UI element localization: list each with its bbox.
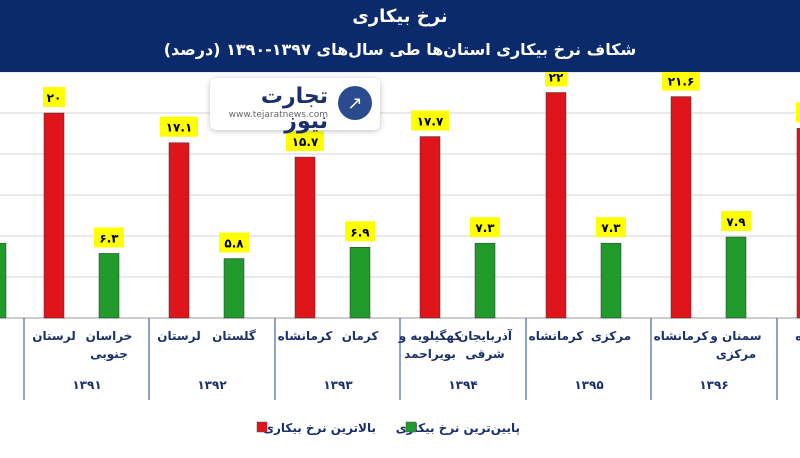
- category-label: مرکزی: [716, 347, 756, 361]
- bar-highest: [545, 92, 567, 319]
- category-label: سمنان و: [709, 329, 761, 344]
- bar-highest: [796, 128, 800, 319]
- data-label: ۱۵.۷: [292, 135, 319, 149]
- bar-lowest: [600, 242, 622, 319]
- data-label: ۷.۳: [601, 221, 621, 235]
- year-label: ۱۳۹۳: [323, 378, 353, 392]
- category-label: شاه: [795, 329, 800, 343]
- chart-subtitle: شکاف نرخ بیکاری استان‌ها طی سال‌های ۱۳۹۷…: [163, 40, 637, 59]
- data-label: ۱۷.۷: [417, 115, 444, 129]
- category-label: کرمان: [342, 329, 379, 343]
- data-label: ۵.۸: [224, 237, 244, 251]
- category-label: کرمانشاه: [278, 329, 333, 343]
- bar-highest: [43, 112, 65, 319]
- data-label-bg: [160, 116, 198, 137]
- bar-lowest: [98, 253, 120, 319]
- legend-label: پایین‌ترین نرخ بیکاری: [396, 421, 520, 435]
- bar-highest: [670, 96, 692, 319]
- year-label: ۱۳۹۶: [699, 378, 728, 392]
- category-label: گلستان: [212, 329, 256, 343]
- category-label: لرستان: [32, 329, 75, 343]
- bar-lowest: [725, 236, 747, 319]
- category-label: کهگیلویه و: [398, 329, 462, 344]
- year-label: ۱۳۹۱: [72, 378, 101, 392]
- data-label: ۶.۳: [99, 231, 119, 245]
- legend-label: بالاترین نرخ بیکاری: [263, 421, 376, 435]
- data-label-bg: [545, 72, 567, 87]
- data-label: ۲۰: [47, 91, 62, 105]
- bar-highest: [294, 156, 316, 319]
- logo-arrow-icon: ↗: [338, 86, 372, 120]
- chart-title: نرخ بیکاری: [352, 6, 448, 27]
- chart-header: نرخ بیکاری شکاف نرخ بیکاری استان‌ها طی س…: [0, 0, 800, 72]
- category-label: کرمانشاه: [654, 329, 709, 343]
- category-label: مرکزی: [591, 329, 631, 343]
- data-label: ۲۲: [549, 72, 564, 85]
- data-label-bg: [662, 72, 700, 91]
- category-label: خراسان: [86, 329, 133, 343]
- data-label: ۷.۳: [475, 221, 495, 235]
- data-label-bg: [286, 131, 324, 152]
- bar-chart: ۲۰ لرستان ۶.۳ خراسان جنوبی ۱۳۹۱ ۱۷.۱ لرستان ۵.۸ گ…: [0, 72, 800, 435]
- data-label-bg: [219, 232, 249, 253]
- category-label: لرستان: [157, 329, 200, 343]
- category-label: شرقی: [465, 347, 504, 361]
- data-label: ۱۷.۱: [166, 121, 193, 135]
- logo-url: www.tejaratnews.com: [228, 110, 328, 120]
- year-label: ۱۳۹۲: [197, 378, 227, 392]
- data-label-bg: [94, 227, 124, 248]
- bar-lowest: [474, 242, 496, 319]
- data-label-bg: [411, 110, 449, 131]
- bar-lowest: [0, 242, 7, 319]
- bar-lowest: [223, 258, 245, 319]
- category-label: بویراحمد: [404, 347, 456, 362]
- legend-swatch-lowest: [405, 421, 417, 433]
- data-label-bg: [43, 87, 65, 107]
- bar-highest: [168, 142, 190, 319]
- category-label: جنوبی: [90, 347, 128, 362]
- data-label-bg: [596, 217, 626, 238]
- logo-name: تجارت نیوز: [260, 84, 328, 134]
- year-label: ۱۳۹۵: [574, 378, 603, 392]
- data-label: ۶.۹: [350, 225, 370, 239]
- data-label: ۷.۹: [726, 215, 746, 229]
- data-label: ۲۱.۶: [668, 75, 695, 89]
- data-label-bg: [470, 217, 500, 238]
- category-label: آذربایجان: [458, 328, 513, 343]
- bar-highest: [419, 136, 441, 319]
- bar-lowest: [349, 247, 371, 319]
- category-label: کرمانشاه: [529, 329, 584, 343]
- data-label-bg: [721, 211, 751, 232]
- data-label-bg: [796, 102, 800, 123]
- logo: تجارت نیوز www.tejaratnews.com ↗: [210, 78, 380, 134]
- data-label-bg: [345, 221, 375, 242]
- year-label: ۱۳۹۴: [448, 378, 477, 392]
- legend-swatch-highest: [256, 421, 268, 433]
